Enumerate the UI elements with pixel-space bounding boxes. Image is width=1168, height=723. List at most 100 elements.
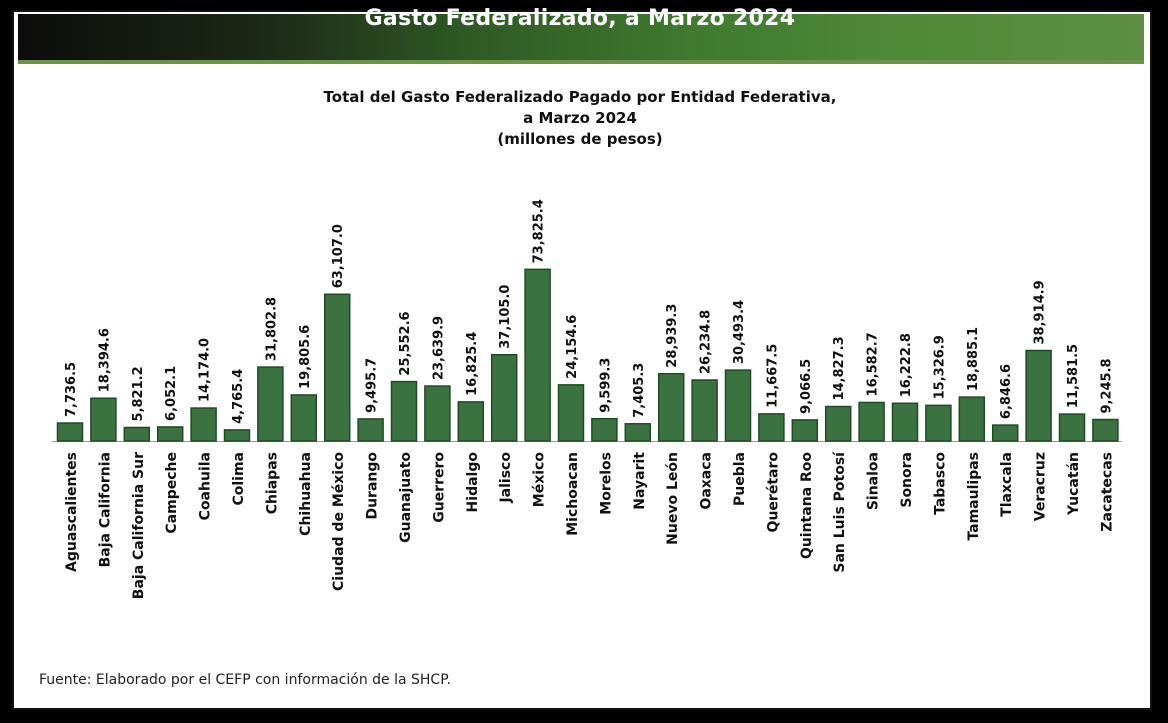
- category-label: Durango: [365, 452, 381, 520]
- category-label: Oaxaca: [699, 452, 715, 510]
- category-label: Guanajuato: [398, 452, 414, 543]
- source-note: Fuente: Elaborado por el CEFP con inform…: [39, 672, 451, 688]
- data-label: 11,581.5: [1066, 344, 1081, 408]
- bar: [1092, 418, 1119, 442]
- banner-title: Gasto Federalizado, a Marzo 2024: [364, 6, 796, 31]
- data-label: 16,582.7: [866, 332, 881, 396]
- bar: [724, 369, 752, 442]
- category-label: San Luis Potosí: [832, 451, 848, 573]
- bar: [824, 405, 852, 442]
- category-label: Michoacan: [565, 452, 581, 536]
- data-label: 19,805.6: [298, 325, 313, 389]
- slide-panel: [12, 10, 1152, 710]
- category-label: Colima: [231, 452, 247, 506]
- bar: [290, 394, 318, 442]
- bar: [858, 401, 885, 442]
- data-label: 31,802.8: [264, 297, 279, 361]
- category-label: Tlaxcala: [999, 452, 1015, 517]
- category-label: Aguascalientes: [64, 452, 80, 572]
- category-label: Sinaloa: [866, 452, 882, 510]
- bar: [357, 418, 384, 442]
- bar: [1025, 349, 1052, 442]
- data-label: 15,326.9: [932, 335, 947, 399]
- category-label: Hidalgo: [465, 452, 481, 513]
- category-label: Ciudad de México: [331, 452, 347, 591]
- bar: [424, 385, 451, 442]
- data-label: 16,825.4: [465, 332, 480, 396]
- chart-title-line-2: a Marzo 2024: [523, 109, 637, 127]
- category-label: Yucatán: [1066, 452, 1082, 516]
- data-label: 14,827.3: [832, 336, 847, 400]
- category-label: Campeche: [164, 452, 180, 534]
- bar: [1058, 413, 1086, 442]
- data-label: 38,914.9: [1033, 280, 1048, 344]
- bar: [56, 422, 84, 442]
- bar: [457, 401, 485, 442]
- data-label: 23,639.9: [431, 316, 446, 380]
- data-label: 24,154.6: [565, 315, 580, 379]
- data-label: 11,667.5: [765, 344, 780, 408]
- bar: [156, 426, 184, 442]
- bar: [891, 402, 919, 442]
- bar: [991, 424, 1019, 442]
- bar: [524, 268, 551, 442]
- data-label: 73,825.4: [532, 199, 547, 263]
- bar: [223, 429, 251, 442]
- category-label: Morelos: [598, 452, 614, 515]
- category-label: Nuevo León: [665, 452, 681, 545]
- category-label: Tamaulipas: [966, 452, 982, 541]
- data-label: 4,765.4: [231, 369, 246, 424]
- bar: [758, 413, 785, 442]
- data-label: 9,599.3: [598, 358, 613, 413]
- data-label: 30,493.4: [732, 300, 747, 364]
- data-label: 6,052.1: [164, 366, 179, 421]
- data-label: 18,885.1: [966, 327, 981, 391]
- category-label: Chiapas: [264, 452, 280, 514]
- chart-title-line-1: Total del Gasto Federalizado Pagado por …: [323, 88, 837, 106]
- bar: [323, 293, 351, 442]
- bar: [490, 353, 518, 442]
- chart-title: Total del Gasto Federalizado Pagado por …: [200, 87, 960, 150]
- category-label: Nayarit: [632, 452, 648, 510]
- bar: [925, 404, 952, 442]
- category-label: Zacatecas: [1099, 452, 1115, 532]
- category-label: Guerrero: [431, 452, 447, 523]
- category-label: Baja California Sur: [131, 452, 147, 599]
- bar: [390, 380, 418, 442]
- chart-title-line-3: (millones de pesos): [497, 130, 663, 148]
- category-label: Chihuahua: [298, 452, 314, 536]
- data-label: 7,405.3: [632, 363, 647, 418]
- bar: [591, 417, 618, 442]
- data-label: 28,939.3: [665, 304, 680, 368]
- category-label: Puebla: [732, 452, 748, 506]
- data-label: 63,107.0: [331, 224, 346, 288]
- bar: [90, 397, 117, 442]
- category-label: Tabasco: [932, 452, 948, 515]
- data-label: 9,495.7: [365, 358, 380, 413]
- data-label: 6,846.6: [999, 364, 1014, 419]
- category-label: Baja California: [97, 452, 113, 567]
- category-label: México: [532, 452, 548, 508]
- header-banner: [18, 14, 1144, 64]
- bar: [557, 384, 585, 442]
- data-label: 9,245.8: [1099, 358, 1114, 413]
- data-label: 5,821.2: [131, 366, 146, 421]
- bar: [190, 407, 217, 442]
- bar: [958, 396, 986, 442]
- data-label: 37,105.0: [498, 285, 513, 349]
- bar: [257, 366, 284, 442]
- category-label: Quintana Roo: [799, 452, 815, 559]
- category-label: Jalisco: [498, 452, 514, 504]
- data-label: 25,552.6: [398, 311, 413, 375]
- category-label: Coahuila: [198, 452, 214, 520]
- bar: [691, 379, 718, 442]
- data-label: 9,066.5: [799, 359, 814, 414]
- bar: [657, 372, 685, 442]
- data-label: 26,234.8: [699, 310, 714, 374]
- category-label: Veracruz: [1033, 452, 1049, 521]
- category-label: Sonora: [899, 452, 915, 508]
- bar: [624, 423, 652, 442]
- bar: [791, 419, 819, 442]
- category-label: Querétaro: [765, 452, 781, 533]
